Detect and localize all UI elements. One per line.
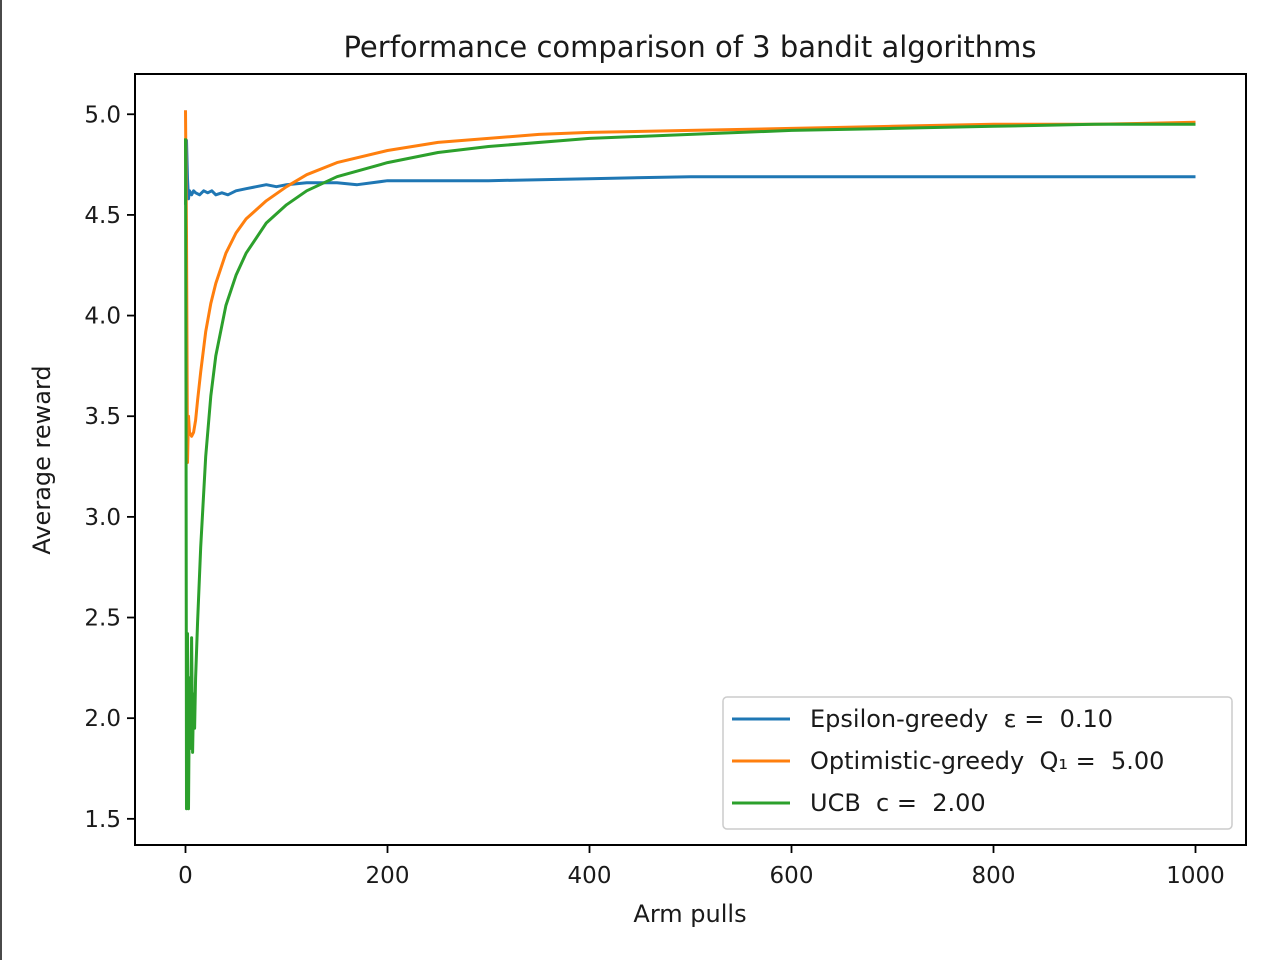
y-axis-ticks: 1.5 2.0 2.5 3.0 3.5 4.0 4.5 5.0 <box>84 102 135 833</box>
y-tick-label: 1.5 <box>84 807 121 833</box>
x-tick-label: 0 <box>178 863 193 889</box>
x-tick-label: 200 <box>366 863 410 889</box>
legend-label-2: Optimistic-greedy Q₁ = 5.00 <box>810 747 1164 775</box>
plot-area: 0 200 400 600 800 1000 1.5 2.0 2.5 3.0 3.5 4.0 4.5 5… <box>84 73 1247 889</box>
legend-label-1: Epsilon-greedy ε = 0.10 <box>810 705 1113 733</box>
series-line-1 <box>184 138 1196 205</box>
x-axis-ticks: 0 200 400 600 800 1000 <box>178 845 1225 889</box>
y-tick-label: 2.0 <box>84 706 121 732</box>
legend-box <box>722 696 1233 830</box>
series-line-3 <box>184 122 1196 811</box>
axes-frame <box>134 73 1247 846</box>
y-tick-label: 4.0 <box>84 304 121 330</box>
y-tick-label: 3.0 <box>84 505 121 531</box>
x-tick-label: 600 <box>770 863 814 889</box>
y-tick-label: 4.5 <box>84 203 121 229</box>
series-line-2 <box>184 110 1196 464</box>
y-tick-label: 3.5 <box>84 404 121 430</box>
y-tick-label: 2.5 <box>84 606 121 632</box>
x-tick-label: 800 <box>972 863 1016 889</box>
legend-label-3: UCB c = 2.00 <box>810 789 986 817</box>
y-tick-label: 5.0 <box>84 102 121 128</box>
x-axis-label: Arm pulls <box>633 900 746 928</box>
legend: Epsilon-greedy ε = 0.10 Optimistic-greedy… <box>722 696 1233 830</box>
chart-title: Performance comparison of 3 bandit algor… <box>343 30 1036 64</box>
x-tick-label: 400 <box>568 863 612 889</box>
x-tick-label: 1000 <box>1166 863 1225 889</box>
series-layer <box>184 110 1196 811</box>
y-axis-label: Average reward <box>28 365 56 554</box>
window-border <box>0 0 2 960</box>
